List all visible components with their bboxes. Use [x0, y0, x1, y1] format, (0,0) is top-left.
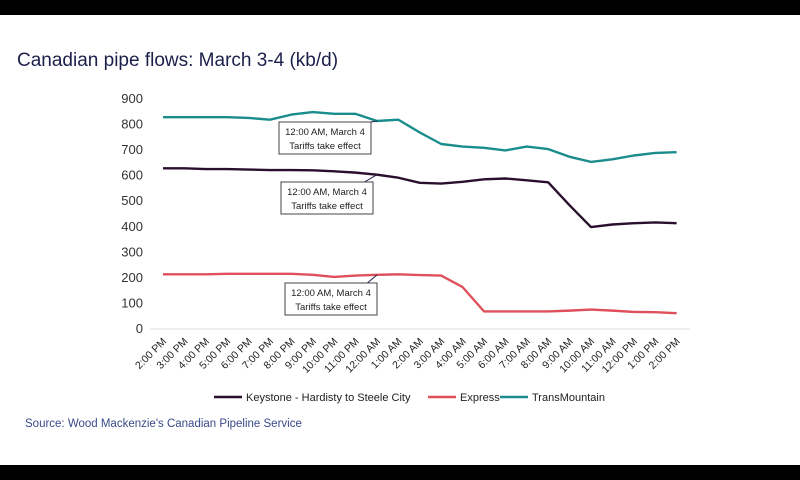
annotation-line1: 12:00 AM, March 4 — [287, 187, 367, 198]
annotation-box — [280, 181, 374, 215]
annotation-line2: Tariffs take effect — [295, 302, 367, 313]
legend-item-1: Express — [428, 392, 500, 404]
series-line-0 — [163, 167, 677, 229]
annotation-box — [284, 282, 378, 316]
y-tick-label: 800 — [121, 117, 143, 132]
annotation-line1: 12:00 AM, March 4 — [285, 127, 365, 138]
chart-title: Canadian pipe flows: March 3-4 (kb/d) — [17, 50, 339, 71]
y-tick-label: 700 — [121, 142, 143, 157]
y-tick-label: 0 — [136, 321, 143, 336]
y-tick-label: 300 — [121, 244, 143, 259]
source-note: Source: Wood Mackenzie's Canadian Pipeli… — [25, 418, 302, 430]
tariff-annotation: 12:00 AM, March 4 Tariffs take effect — [280, 174, 378, 215]
tariff-annotation: 12:00 AM, March 4 Tariffs take effect — [284, 274, 378, 316]
y-tick-label: 100 — [121, 295, 143, 310]
top-letterbox — [0, 0, 800, 15]
annotation-line2: Tariffs take effect — [291, 201, 363, 212]
y-tick-label: 900 — [121, 91, 143, 106]
y-tick-label: 400 — [121, 219, 143, 234]
annotation-line2: Tariffs take effect — [289, 141, 361, 152]
legend-label: Keystone - Hardisty to Steele City — [246, 392, 411, 404]
legend-label: TransMountain — [532, 392, 605, 404]
annotation-box — [278, 121, 372, 155]
y-tick-label: 600 — [121, 168, 143, 183]
series-line-2 — [163, 110, 677, 164]
bottom-letterbox — [0, 465, 800, 480]
legend-item-2: TransMountain — [500, 392, 605, 404]
annotation-line1: 12:00 AM, March 4 — [291, 288, 371, 299]
y-tick-label: 200 — [121, 270, 143, 285]
y-tick-label: 500 — [121, 193, 143, 208]
legend-item-0: Keystone - Hardisty to Steele City — [214, 392, 411, 404]
series-line-1 — [163, 272, 677, 315]
legend-label: Express — [460, 392, 500, 404]
tariff-annotation: 12:00 AM, March 4 Tariffs take effect — [278, 120, 378, 155]
